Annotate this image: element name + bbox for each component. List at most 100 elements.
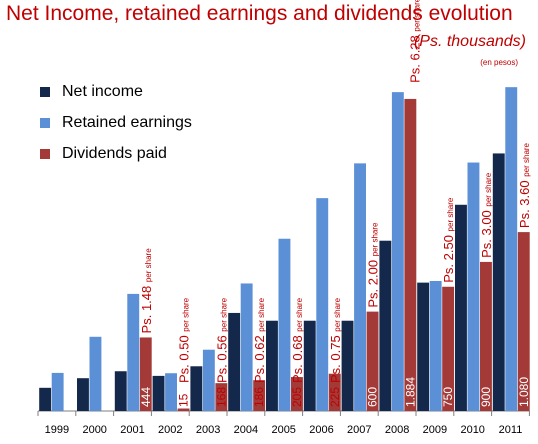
per-share-value: Ps. 0.56 [214, 332, 229, 383]
bar-dividends-paid [404, 98, 417, 411]
dividend-data-label: 750 [441, 387, 455, 407]
x-tick-label: 2000 [82, 424, 106, 436]
per-share-annotation: Ps. 0.75 per share [328, 297, 343, 383]
bar-retained-earnings [505, 87, 518, 412]
per-share-suffix: per share [219, 297, 228, 331]
bar-retained-earnings [467, 162, 480, 411]
per-share-annotation: Ps. 0.50 per share [177, 297, 192, 383]
x-tick-label: 2008 [385, 424, 409, 436]
bar-retained-earnings [165, 373, 177, 411]
per-share-value: Ps. 0.75 [328, 332, 343, 383]
bar-dividends-paid [366, 311, 379, 411]
bar-net-income [492, 153, 505, 411]
per-share-suffix: per share [182, 297, 191, 331]
bar-retained-earnings [391, 92, 404, 412]
per-share-suffix: per share [412, 0, 421, 32]
per-share-value: Ps. 3.00 [479, 207, 494, 258]
chart-title: Net Income, retained earnings and divide… [6, 2, 513, 25]
legend-item-retained-earnings: Retained earnings [40, 107, 192, 138]
per-share-suffix: per share [144, 248, 153, 282]
bar-retained-earnings [127, 293, 140, 411]
bar-net-income [455, 204, 467, 411]
per-share-suffix: per share [371, 222, 380, 256]
per-share-annotation: Ps. 0.62 per share [252, 297, 267, 383]
per-share-annotation: Ps. 0.68 per share [290, 297, 305, 383]
per-share-value: Ps. 2.50 [441, 231, 456, 282]
legend-swatch-dividends-paid [40, 148, 50, 159]
bar-dividends-paid [291, 377, 303, 411]
dividend-data-label: 186 [252, 387, 266, 407]
legend-item-net-income: Net income [40, 76, 192, 107]
bar-dividends-paid [480, 261, 492, 411]
dividend-data-label: 168 [214, 387, 228, 407]
x-tick-label: 2005 [271, 424, 295, 436]
x-tick-label: 2007 [347, 424, 371, 436]
x-tick-label: 2004 [234, 424, 258, 436]
bar-retained-earnings [202, 349, 215, 411]
bar-net-income [417, 282, 430, 411]
bar-net-income [379, 240, 392, 411]
per-share-suffix: per share [484, 172, 493, 206]
per-share-annotation: Ps. 2.00 per share [366, 222, 381, 308]
bar-net-income [303, 320, 316, 411]
per-share-value: Ps. 1.48 [139, 282, 154, 333]
bar-retained-earnings [51, 372, 64, 411]
legend-label-retained-earnings: Retained earnings [62, 113, 192, 131]
bar-retained-earnings [316, 198, 329, 411]
bar-retained-earnings [89, 336, 102, 411]
x-tick-label: 2006 [309, 424, 333, 436]
per-share-value: Ps. 0.68 [290, 332, 305, 383]
bar-retained-earnings [354, 163, 366, 411]
per-share-annotation: Ps. 3.60 per share [517, 142, 532, 228]
bar-dividends-paid [517, 232, 530, 411]
bar-dividends-paid [253, 380, 266, 411]
per-share-annotation: Ps. 1.48 per share [139, 248, 154, 334]
x-tick-label: 2002 [158, 424, 182, 436]
per-share-value: Ps. 6.28 [407, 32, 422, 83]
bar-net-income [77, 378, 89, 411]
dividend-data-label: 444 [139, 387, 153, 407]
bar-net-income [39, 387, 52, 411]
dividend-data-label: 900 [479, 387, 493, 407]
x-tick-label: 2011 [499, 424, 523, 436]
bar-dividends-paid [139, 337, 152, 411]
dividend-data-label: 15 [177, 393, 191, 407]
per-share-value: Ps. 0.50 [177, 332, 192, 383]
per-share-annotation: Ps. 0.56 per share [214, 297, 229, 383]
legend-label-dividends-paid: Dividends paid [62, 144, 167, 162]
dividend-data-label: 600 [366, 387, 380, 407]
x-tick-label: 2010 [460, 424, 484, 436]
x-tick-label: 2009 [423, 424, 447, 436]
bar-retained-earnings [429, 280, 442, 411]
bar-net-income [152, 375, 165, 411]
bar-dividends-paid [177, 408, 190, 411]
dividend-data-label: 225 [328, 387, 342, 407]
x-tick-label: 2003 [196, 424, 220, 436]
bar-net-income [341, 320, 354, 411]
per-share-suffix: per share [446, 197, 455, 231]
bar-dividends-paid [328, 373, 341, 411]
legend-swatch-net-income [40, 86, 50, 97]
bar-retained-earnings [278, 238, 291, 411]
legend-item-dividends-paid: Dividends paid [40, 138, 192, 169]
dividend-data-label: 1.884 [403, 377, 417, 407]
x-tick-label: 2001 [120, 424, 144, 436]
per-share-annotation: Ps. 6.28 per share [407, 0, 422, 83]
legend-label-net-income: Net income [62, 82, 143, 100]
per-share-value: Ps. 0.62 [252, 332, 267, 383]
bar-dividends-paid [215, 383, 228, 411]
unit-note: (en pesos) [480, 58, 518, 67]
bar-retained-earnings [240, 283, 253, 411]
legend-swatch-retained-earnings [40, 117, 50, 128]
per-share-value: Ps. 2.00 [366, 256, 381, 307]
chart-legend: Net income Retained earnings Dividends p… [40, 76, 192, 169]
per-share-suffix: per share [522, 142, 531, 176]
dividend-data-label: 205 [290, 387, 304, 407]
dividend-data-label: 1.080 [517, 377, 531, 407]
bar-net-income [114, 371, 127, 411]
bar-net-income [228, 312, 241, 411]
bar-net-income [266, 320, 278, 411]
per-share-annotation: Ps. 2.50 per share [441, 197, 456, 283]
x-tick-label: 1999 [45, 424, 69, 436]
per-share-annotation: Ps. 3.00 per share [479, 172, 494, 258]
